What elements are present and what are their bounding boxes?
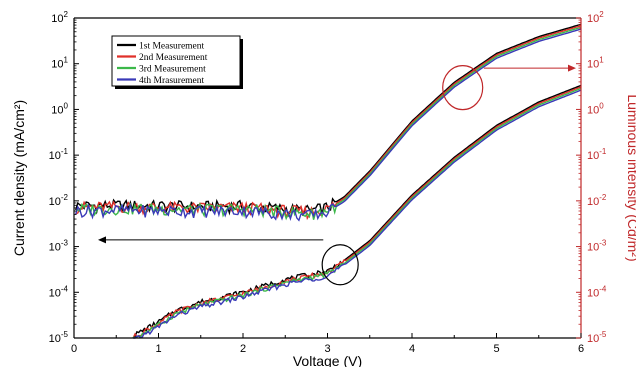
y-tick-label-right: 100 [587, 101, 604, 116]
x-tick-label: 4 [409, 343, 415, 355]
right-arrow-head [568, 64, 576, 72]
y-tick-label-right: 102 [587, 10, 604, 25]
y-axis-label-right: Luminous intensity (Cd/m²) [625, 94, 636, 261]
y-tick-label-right: 10-2 [587, 193, 607, 208]
legend-entry-1: 1st Measurement [139, 42, 205, 52]
left-arrow-head [98, 236, 106, 244]
x-tick-label: 6 [578, 343, 584, 355]
legend-entry-4: 4th Mrasurement [139, 76, 205, 86]
y-tick-label-right: 10-5 [587, 330, 607, 345]
y-tick-label-left: 10-5 [49, 330, 69, 345]
y-tick-label-left: 102 [51, 10, 68, 25]
y-tick-label-left: 100 [51, 101, 68, 116]
current_density-series-4 [133, 89, 582, 339]
x-tick-label: 5 [493, 343, 499, 355]
luminous_intensity-series-4 [75, 28, 582, 222]
x-tick-label: 3 [324, 343, 330, 355]
x-tick-label: 0 [71, 343, 77, 355]
luminous-curve-ellipse [442, 65, 484, 111]
y-tick-label-left: 10-3 [49, 239, 69, 254]
y-tick-label-left: 10-2 [49, 193, 69, 208]
y-tick-label-left: 101 [51, 56, 68, 71]
series-curves [75, 23, 582, 339]
axes: 0 1 2 3 4 5 6 102 101 100 10-1 10-2 10-3 10-4 10-5 102 1… [49, 10, 607, 355]
y-tick-label-left: 10-1 [49, 147, 69, 162]
current_density-series-2 [132, 86, 582, 339]
y-tick-label-right: 10-1 [587, 147, 607, 162]
x-axis-label: Voltage (V) [293, 353, 362, 367]
x-tick-label: 1 [155, 343, 161, 355]
annotations [98, 64, 576, 286]
y-tick-label-left: 10-4 [49, 284, 69, 299]
y-tick-label-right: 10-4 [587, 284, 607, 299]
y-axis-label-left: Current density (mA/cm²) [11, 100, 27, 256]
legend-entry-2: 2nd Measurement [139, 53, 208, 63]
y-tick-label-right: 101 [587, 56, 604, 71]
x-tick-label: 2 [240, 343, 246, 355]
y-tick-label-right: 10-3 [587, 239, 607, 254]
luminous_intensity-series-1 [75, 23, 582, 218]
current_density-series-3 [132, 87, 582, 339]
legend-entry-3: 3rd Measurement [139, 65, 206, 75]
current_density-series-1 [132, 84, 582, 339]
current-curve-ellipse [321, 244, 359, 286]
